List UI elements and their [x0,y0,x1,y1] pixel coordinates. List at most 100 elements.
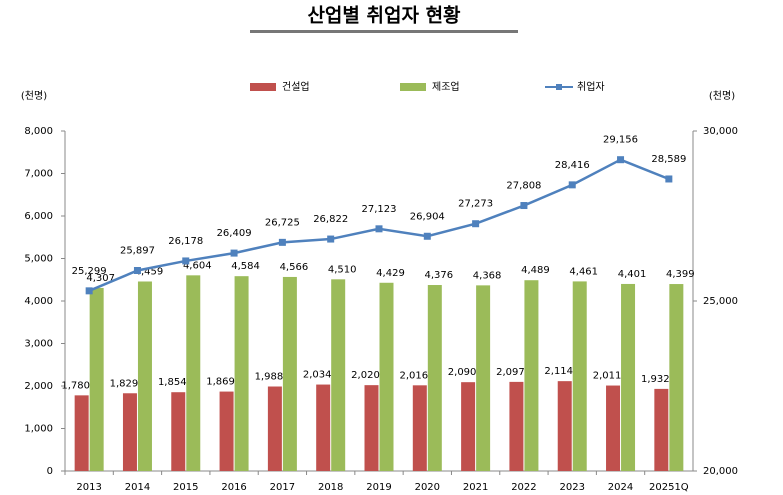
value-label: 4,566 [280,262,309,273]
bar [316,384,331,471]
value-label: 2,011 [593,371,622,382]
bar [606,385,621,471]
bar [282,276,297,471]
value-label: 1,780 [61,380,90,391]
line-marker [375,225,383,233]
x-tick-label: 2014 [125,482,150,493]
bar [122,393,137,471]
x-tick-label: 2016 [221,482,246,493]
value-label: 2,114 [544,366,573,377]
value-label: 4,459 [135,266,164,277]
bar [331,279,346,471]
y-tick-label: 2,000 [24,381,53,392]
bar [137,281,152,471]
bar [476,285,491,471]
value-label: 2,034 [303,370,332,381]
legend-label: 건설업 [282,80,310,93]
value-label: 26,725 [265,217,300,228]
bar [412,385,427,471]
value-label: 4,429 [376,268,405,279]
line-marker [278,238,286,246]
value-label: 26,178 [168,236,203,247]
value-label: 2,016 [399,370,428,381]
value-label: 27,123 [362,204,397,215]
value-label: 4,376 [424,270,453,281]
line-marker [182,257,190,265]
value-label: 1,988 [255,372,284,383]
value-label: 4,307 [86,273,115,284]
bar [364,385,379,471]
line-marker [665,175,673,183]
value-label: 25,897 [120,246,155,257]
bar [524,280,539,471]
y-tick-label: 1,000 [24,424,53,435]
value-label: 26,904 [410,211,445,222]
line-marker [520,202,528,210]
value-label: 4,604 [183,260,212,271]
x-tick-label: 2017 [270,482,295,493]
value-label: 1,932 [641,374,670,385]
y2-tick-label: 20,000 [703,466,738,477]
bar [509,381,524,471]
bar [572,281,587,471]
bar [74,395,89,471]
x-tick-label: 2015 [173,482,198,493]
x-tick-label: 2020 [415,482,440,493]
value-label: 4,399 [666,269,695,280]
bar [171,392,186,471]
value-label: 27,808 [506,181,541,192]
value-label: 4,584 [231,261,260,272]
value-label: 4,461 [569,266,598,277]
bar [461,382,476,471]
value-label: 26,409 [217,228,252,239]
y-tick-label: 5,000 [24,254,53,265]
line-marker [85,287,93,295]
legend-label: 취업자 [577,80,605,93]
bar [621,283,636,471]
bar [654,388,669,471]
x-tick-label: 2013 [76,482,101,493]
legend-swatch [400,83,426,91]
line-marker [230,249,238,257]
bar [186,275,201,471]
y-tick-label: 0 [47,466,53,477]
y-tick-label: 8,000 [24,126,53,137]
bar [89,287,104,471]
y-tick-label: 3,000 [24,339,53,350]
value-label: 4,510 [328,264,357,275]
line-marker [568,181,576,189]
bar [427,285,442,471]
value-label: 1,829 [110,378,139,389]
value-label: 2,020 [351,370,380,381]
y-tick-label: 6,000 [24,211,53,222]
line-marker [472,220,480,228]
y2-axis-label: (천명) [709,90,735,102]
y-tick-label: 7,000 [24,169,53,180]
value-label: 26,822 [313,214,348,225]
bar [557,381,572,471]
chart-title: 산업별 취업자 현황 [307,4,461,27]
x-tick-label: 2018 [318,482,343,493]
line-marker [133,267,141,275]
title-underline [250,30,518,33]
value-label: 4,489 [521,265,550,276]
value-label: 2,097 [496,367,525,378]
bar [267,386,282,471]
value-label: 29,156 [603,135,638,146]
value-label: 25,299 [72,266,107,277]
y2-tick-label: 25,000 [703,296,738,307]
x-tick-label: 2021 [463,482,488,493]
bar [669,284,684,471]
legend-marker [556,84,562,90]
x-tick-label: 2019 [366,482,391,493]
value-label: 28,589 [651,154,686,165]
x-tick-label: 2024 [608,482,633,493]
legend-swatch [250,83,276,91]
bar [234,276,249,471]
value-label: 1,869 [206,377,235,388]
value-label: 27,273 [458,199,493,210]
line-marker [327,235,335,243]
value-label: 2,090 [448,367,477,378]
